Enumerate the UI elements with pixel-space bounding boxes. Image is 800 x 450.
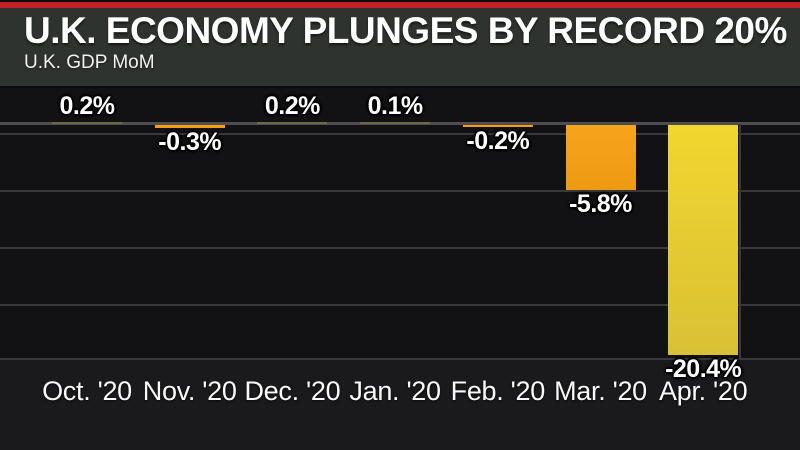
gridline: [0, 132, 800, 135]
bar-mar-20: [565, 124, 636, 191]
chart-subtitle: U.K. GDP MoM: [24, 52, 155, 73]
x-tick-feb-20: Feb. '20: [450, 376, 546, 406]
value-label-apr-20: -20.4%: [665, 355, 742, 384]
brand-red-bar: [0, 2, 800, 8]
x-tick-jan-20: Jan. '20: [349, 376, 441, 406]
gridline: [0, 357, 800, 360]
x-tick-dec-20: Dec. '20: [244, 376, 341, 406]
value-label-oct-20: 0.2%: [59, 91, 115, 120]
right-axis-line: [739, 124, 741, 360]
gridline: [0, 303, 800, 306]
gridline: [0, 247, 800, 249]
value-label-feb-20: -0.2%: [466, 126, 530, 155]
bar-apr-20: [668, 124, 739, 356]
x-tick-mar-20: Mar. '20: [554, 376, 647, 406]
headline: U.K. ECONOMY PLUNGES BY RECORD 20%: [24, 10, 787, 51]
value-label-nov-20: -0.3%: [158, 127, 222, 156]
bar-nov-20: [154, 124, 225, 128]
bar-feb-20: [462, 124, 533, 127]
value-label-mar-20: -5.8%: [569, 190, 632, 219]
gridline: [0, 190, 800, 192]
value-label-jan-20: 0.1%: [367, 92, 423, 121]
bar-oct-20: [52, 121, 122, 124]
bar-dec-20: [257, 121, 328, 124]
x-tick-oct-20: Oct. '20: [42, 376, 132, 406]
bar-jan-20: [360, 122, 431, 124]
value-label-dec-20: 0.2%: [264, 91, 320, 120]
top-strip: [0, 0, 800, 2]
x-tick-nov-20: Nov. '20: [142, 376, 237, 406]
chart-header: U.K. ECONOMY PLUNGES BY RECORD 20% U.K. …: [0, 8, 800, 88]
x-tick-apr-20: Apr. '20: [659, 376, 748, 406]
